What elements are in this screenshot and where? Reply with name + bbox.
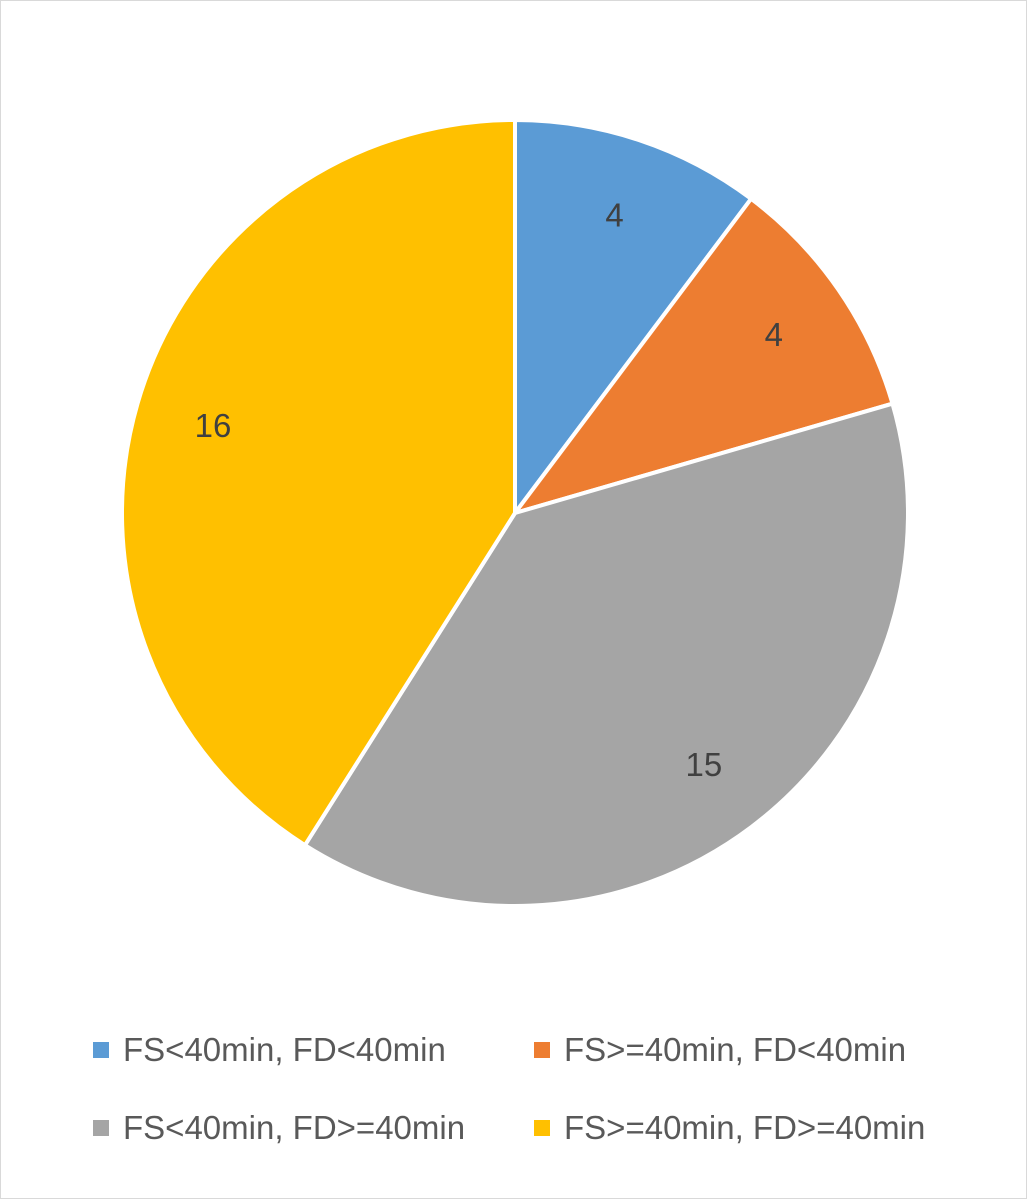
- legend-label: FS>=40min, FD<40min: [564, 1031, 907, 1068]
- pie-slice-1: [513, 196, 895, 515]
- chart-legend: FS<40min, FD<40min FS>=40min, FD<40min F…: [1, 1031, 1027, 1171]
- legend-item-2: FS<40min, FD>=40min: [93, 1109, 465, 1147]
- legend-swatch-icon: [93, 1042, 109, 1058]
- data-label-3: 16: [195, 407, 232, 444]
- legend-label: FS>=40min, FD>=40min: [564, 1109, 926, 1146]
- data-label-1: 4: [765, 316, 783, 353]
- legend-label: FS<40min, FD>=40min: [123, 1109, 466, 1146]
- legend-item-3: FS>=40min, FD>=40min: [534, 1109, 925, 1147]
- legend-swatch-icon: [534, 1042, 550, 1058]
- legend-swatch-icon: [93, 1120, 109, 1136]
- legend-item-1: FS>=40min, FD<40min: [534, 1031, 906, 1069]
- data-label-0: 4: [605, 196, 623, 233]
- legend-swatch-icon: [534, 1120, 550, 1136]
- pie-slices: [120, 118, 910, 908]
- legend-item-0: FS<40min, FD<40min: [93, 1031, 446, 1069]
- data-label-2: 15: [686, 746, 723, 783]
- pie-slice-3: [120, 118, 517, 848]
- pie-slice-2: [302, 401, 910, 908]
- pie-data-labels: 4 4 15 16: [195, 196, 783, 783]
- pie-slice-0: [513, 118, 754, 515]
- legend-label: FS<40min, FD<40min: [123, 1031, 446, 1068]
